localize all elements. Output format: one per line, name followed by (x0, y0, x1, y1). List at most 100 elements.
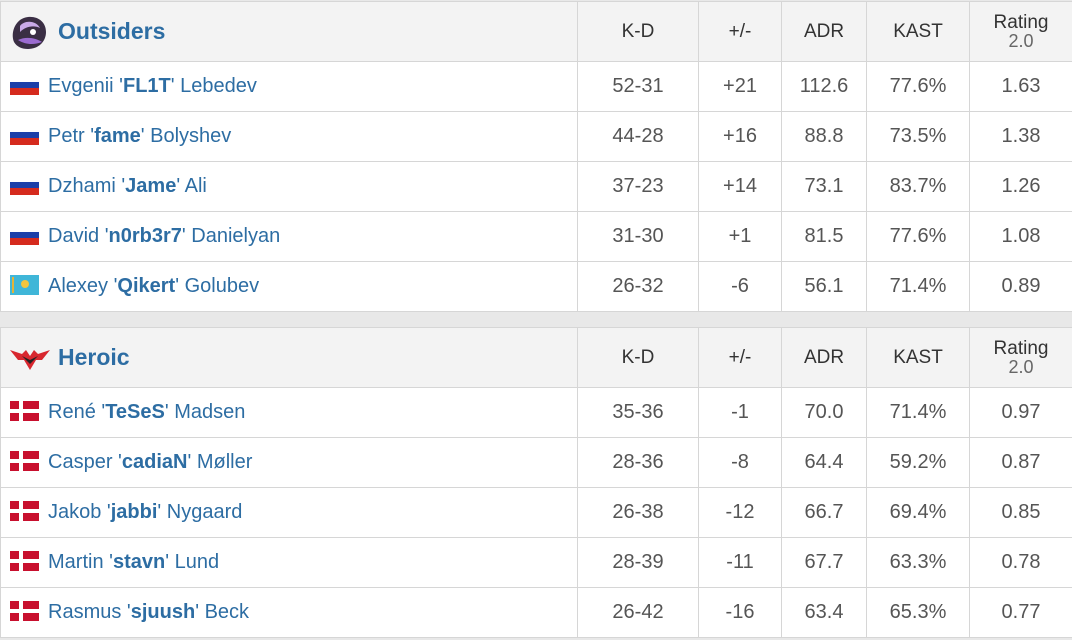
rating-cell: 0.97 (969, 387, 1072, 438)
kast-cell: 69.4% (866, 487, 970, 538)
adr-cell: 81.5 (781, 211, 867, 262)
rating-header-version: 2.0 (1008, 356, 1034, 377)
rating-header: Rating 2.0 (969, 1, 1072, 62)
kd-cell: 52-31 (577, 61, 699, 112)
kast-cell: 71.4% (866, 261, 970, 312)
player-nick: fame (94, 125, 141, 147)
denmark-flag-icon (10, 501, 39, 521)
plus-minus-cell: -1 (698, 387, 782, 438)
table-row: René 'TeSeS' Madsen 35-36 -1 70.0 71.4% … (0, 387, 1072, 438)
player-last-name: ' Lund (165, 551, 220, 573)
kd-cell: 28-39 (577, 537, 699, 588)
player-last-name: ' Lebedev (170, 75, 257, 97)
adr-cell: 66.7 (781, 487, 867, 538)
player-nick: cadiaN (121, 451, 188, 473)
kast-header: KAST (866, 1, 970, 62)
heroic-logo (8, 338, 52, 378)
rating-header: Rating 2.0 (969, 327, 1072, 388)
player-last-name: ' Danielyan (181, 225, 281, 247)
table-row: Jakob 'jabbi' Nygaard 26-38 -12 66.7 69.… (0, 487, 1072, 538)
kast-cell: 63.3% (866, 537, 970, 588)
plus-minus-cell: -11 (698, 537, 782, 588)
kd-header: K-D (577, 327, 699, 388)
rating-cell: 1.26 (969, 161, 1072, 212)
adr-header: ADR (781, 327, 867, 388)
player-last-name: ' Bolyshev (140, 125, 232, 147)
team-stats-table: Outsiders K-D +/- ADR KAST Rating 2.0 Ev… (0, 1, 1072, 312)
kazakhstan-flag-icon (10, 275, 39, 295)
plus-minus-cell: -16 (698, 587, 782, 638)
kast-cell: 65.3% (866, 587, 970, 638)
kast-cell: 77.6% (866, 61, 970, 112)
kd-cell: 26-42 (577, 587, 699, 638)
adr-header: ADR (781, 1, 867, 62)
player-nick: n0rb3r7 (108, 225, 182, 247)
russia-flag-icon (10, 175, 39, 195)
table-row: David 'n0rb3r7' Danielyan 31-30 +1 81.5 … (0, 211, 1072, 262)
player-last-name: ' Møller (187, 451, 253, 473)
player-nick: Jame (125, 175, 177, 197)
player-cell[interactable]: Casper 'cadiaN' Møller (0, 437, 578, 488)
plus-minus-cell: -6 (698, 261, 782, 312)
player-cell[interactable]: Alexey 'Qikert' Golubev (0, 261, 578, 312)
russia-flag-icon (10, 75, 39, 95)
player-last-name: ' Beck (195, 601, 250, 623)
kast-cell: 77.6% (866, 211, 970, 262)
kd-cell: 26-32 (577, 261, 699, 312)
rating-header-label: Rating (993, 337, 1049, 359)
player-first-name: Casper ' (48, 451, 122, 473)
team-header: Heroic (0, 327, 578, 388)
adr-cell: 64.4 (781, 437, 867, 488)
team-header: Outsiders (0, 1, 578, 62)
player-last-name: ' Madsen (164, 401, 246, 423)
player-cell[interactable]: René 'TeSeS' Madsen (0, 387, 578, 438)
kast-cell: 59.2% (866, 437, 970, 488)
player-cell[interactable]: Rasmus 'sjuush' Beck (0, 587, 578, 638)
denmark-flag-icon (10, 551, 39, 571)
player-cell[interactable]: Petr 'fame' Bolyshev (0, 111, 578, 162)
table-row: Dzhami 'Jame' Ali 37-23 +14 73.1 83.7% 1… (0, 161, 1072, 212)
rating-cell: 0.78 (969, 537, 1072, 588)
plus-minus-header: +/- (698, 1, 782, 62)
player-nick: FL1T (122, 75, 171, 97)
rating-cell: 0.89 (969, 261, 1072, 312)
team-stats-table: Heroic K-D +/- ADR KAST Rating 2.0 René … (0, 327, 1072, 638)
player-cell[interactable]: David 'n0rb3r7' Danielyan (0, 211, 578, 262)
player-nick: Qikert (117, 275, 176, 297)
adr-cell: 70.0 (781, 387, 867, 438)
player-first-name: Evgenii ' (48, 75, 123, 97)
adr-cell: 88.8 (781, 111, 867, 162)
denmark-flag-icon (10, 451, 39, 471)
rating-cell: 1.38 (969, 111, 1072, 162)
rating-cell: 0.77 (969, 587, 1072, 638)
russia-flag-icon (10, 125, 39, 145)
player-nick: jabbi (110, 501, 158, 523)
player-cell[interactable]: Martin 'stavn' Lund (0, 537, 578, 588)
player-last-name: ' Golubev (175, 275, 260, 297)
team-name[interactable]: Heroic (58, 344, 130, 370)
adr-cell: 56.1 (781, 261, 867, 312)
table-row: Martin 'stavn' Lund 28-39 -11 67.7 63.3%… (0, 537, 1072, 588)
player-cell[interactable]: Dzhami 'Jame' Ali (0, 161, 578, 212)
denmark-flag-icon (10, 401, 39, 421)
kd-cell: 37-23 (577, 161, 699, 212)
kd-cell: 35-36 (577, 387, 699, 438)
plus-minus-cell: -8 (698, 437, 782, 488)
plus-minus-cell: +14 (698, 161, 782, 212)
player-first-name: Jakob ' (48, 501, 111, 523)
kd-cell: 44-28 (577, 111, 699, 162)
rating-cell: 1.63 (969, 61, 1072, 112)
adr-cell: 67.7 (781, 537, 867, 588)
player-first-name: Rasmus ' (48, 601, 131, 623)
player-nick: sjuush (130, 601, 196, 623)
player-cell[interactable]: Evgenii 'FL1T' Lebedev (0, 61, 578, 112)
plus-minus-cell: +16 (698, 111, 782, 162)
plus-minus-header: +/- (698, 327, 782, 388)
adr-cell: 63.4 (781, 587, 867, 638)
rating-cell: 0.85 (969, 487, 1072, 538)
team-name[interactable]: Outsiders (58, 18, 166, 44)
table-row: Evgenii 'FL1T' Lebedev 52-31 +21 112.6 7… (0, 61, 1072, 112)
player-cell[interactable]: Jakob 'jabbi' Nygaard (0, 487, 578, 538)
rating-cell: 0.87 (969, 437, 1072, 488)
rating-header-version: 2.0 (1008, 30, 1034, 51)
